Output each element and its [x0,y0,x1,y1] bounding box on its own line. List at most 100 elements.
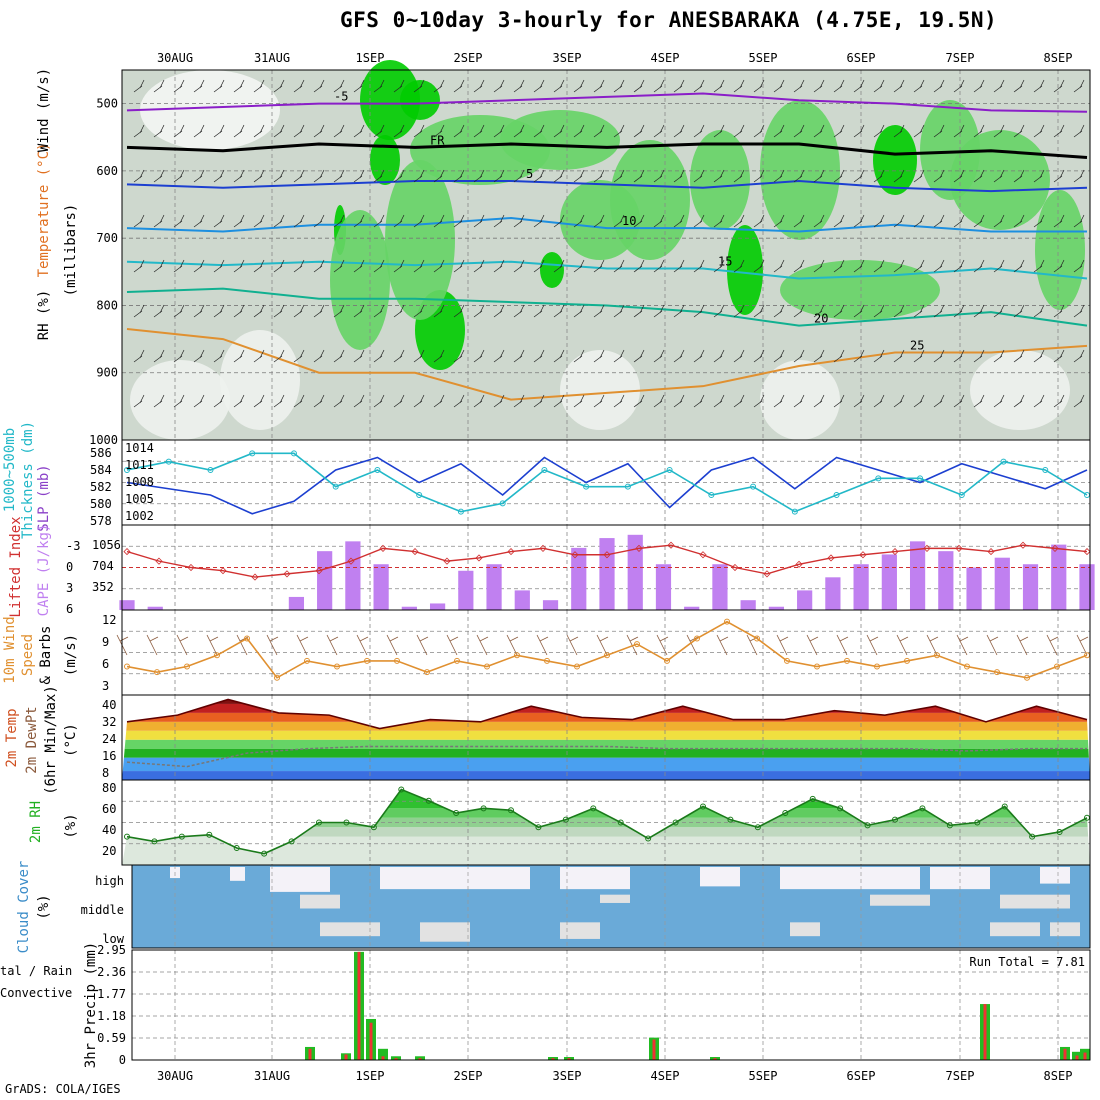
wind-barb [193,214,205,228]
isotherm-label: 20 [814,312,828,326]
wind-barb [213,124,225,138]
cloud-gap [230,867,245,881]
wind-barb [293,394,305,408]
wind-barb [573,79,585,93]
isotherm-label: 15 [718,254,732,268]
wind-barb [833,394,845,408]
wind-barb-10m [806,634,819,656]
wind-barb [393,394,405,408]
rh2m-line [126,788,1088,855]
top-date-label: 6SEP [847,51,876,65]
cape-bar [147,606,163,610]
thickness-point [875,475,882,482]
thickness-point [791,508,798,515]
wind-barb [733,79,745,93]
wind-barb-10m [956,634,969,656]
dewpoint-line [126,745,1087,768]
wind-barb [833,79,845,93]
wind-speed-point [364,657,370,664]
temp-tick-label: 16 [102,749,116,763]
cloud-gap [320,922,380,937]
wind-tick-label: 6 [102,657,109,671]
wind-barb [353,304,365,318]
wind-barb [153,304,165,318]
wind-barb [233,124,245,138]
cape-bar [317,551,333,610]
wind-barb [693,79,705,93]
rh2m-point [453,810,460,817]
wind-barb [673,124,685,138]
cape-bar [797,590,813,610]
wind-barb [493,304,505,318]
wind-barb [713,394,725,408]
lifted-index-point [251,573,259,581]
wind-barb [573,124,585,138]
wind-barb [713,169,725,183]
wind-barb [753,169,765,183]
wind-barb [713,349,725,363]
wind-speed-point [304,657,310,664]
wind-barb [733,124,745,138]
bottom-date-label: 8SEP [1044,1069,1073,1083]
rh2m-point [535,824,542,831]
wind-barb [993,214,1005,228]
rh2m-label: 2m RH [28,801,44,843]
cape-tick-label: 1056 [92,538,121,552]
cape-bar [853,564,869,610]
wind-barb [913,79,925,93]
temperature-label: Temperature (°C) [36,143,52,278]
precip-convective-bar [357,951,361,1060]
wind-barb [773,259,785,273]
wind-barb [853,349,865,363]
wind-barb [1053,304,1065,318]
wind-barb [153,214,165,228]
temp-band [122,730,1090,740]
wind-barb [313,214,325,228]
cape-bar [345,541,361,610]
wind-barb [1053,214,1065,228]
cloud-gap [990,922,1040,937]
wind-barb [433,304,445,318]
thickness-point [124,467,130,473]
wind-barb [173,214,185,228]
wind-barb [433,214,445,228]
wind-barb-10m [506,634,519,656]
wind-barb [293,349,305,363]
lifted-index-point [635,544,643,552]
wind-speed-point [514,652,520,659]
wind-barb [253,169,265,183]
wind-barb [533,394,545,408]
precip-tick-label: 2.36 [97,965,126,979]
wind-barb [653,304,665,318]
wind-barb [653,394,665,408]
wind-barb [1053,169,1065,183]
wind-barb [473,124,485,138]
wind-barb [793,169,805,183]
minmax-label: (6hr Min/Max) [43,685,59,795]
rh2m-point [590,805,597,812]
wind-speed-point [994,669,1000,676]
top-date-label: 30AUG [157,51,193,65]
wind-speed-point [454,657,460,664]
cape-bar [1079,564,1095,610]
wind-barb [473,304,485,318]
dewpt-label: 2m DewPt [24,706,40,773]
precip-convective-bar [713,1058,717,1060]
wind-barb [373,214,385,228]
wind-barb-10m [536,634,549,656]
wind-barb [1053,79,1065,93]
wind-barb [973,124,985,138]
cloud-gap [930,867,990,890]
cape-bar [627,534,643,610]
wind-barb [653,169,665,183]
wind-tick-label: 12 [102,613,116,627]
wind-barb [133,124,145,138]
rh2m-point [700,803,706,810]
wind-barb [193,169,205,183]
precip-convective-bar [344,1054,348,1060]
wind-barb [973,214,985,228]
wind-barb [753,394,765,408]
rh-area [1035,190,1085,310]
wind-barb [893,394,905,408]
wind-barb [973,304,985,318]
